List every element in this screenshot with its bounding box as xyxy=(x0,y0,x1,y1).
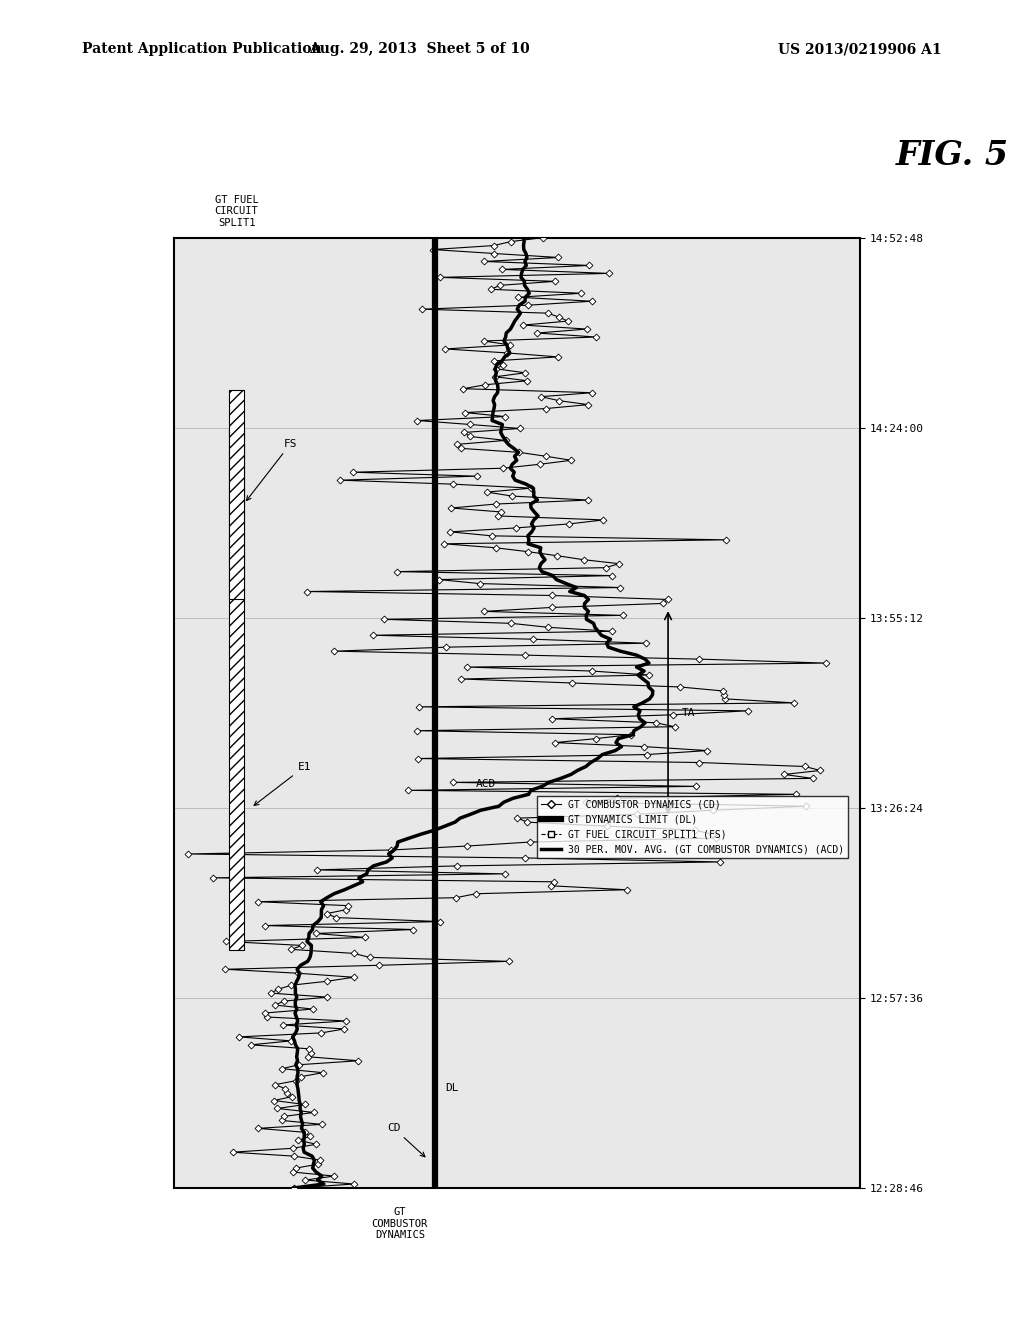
Text: TA: TA xyxy=(682,708,695,718)
Text: Aug. 29, 2013  Sheet 5 of 10: Aug. 29, 2013 Sheet 5 of 10 xyxy=(309,42,530,57)
Text: FIG. 5: FIG. 5 xyxy=(896,139,1009,172)
Legend: GT COMBUSTOR DYNAMICS (CD), GT DYNAMICS LIMIT (DL), GT FUEL CIRCUIT SPLIT1 (FS),: GT COMBUSTOR DYNAMICS (CD), GT DYNAMICS … xyxy=(538,796,849,858)
Text: GT
COMBUSTOR
DYNAMICS: GT COMBUSTOR DYNAMICS xyxy=(372,1206,428,1241)
Text: DL: DL xyxy=(445,1082,459,1093)
Text: CD: CD xyxy=(387,1123,425,1156)
Bar xyxy=(229,428,244,950)
Text: FS: FS xyxy=(247,438,297,500)
Text: GT FUEL
CIRCUIT
SPLIT1: GT FUEL CIRCUIT SPLIT1 xyxy=(215,195,258,228)
Text: E1: E1 xyxy=(254,762,311,805)
Text: Patent Application Publication: Patent Application Publication xyxy=(82,42,322,57)
Text: ACD: ACD xyxy=(476,779,497,789)
Text: US 2013/0219906 A1: US 2013/0219906 A1 xyxy=(778,42,942,57)
Bar xyxy=(229,389,244,599)
